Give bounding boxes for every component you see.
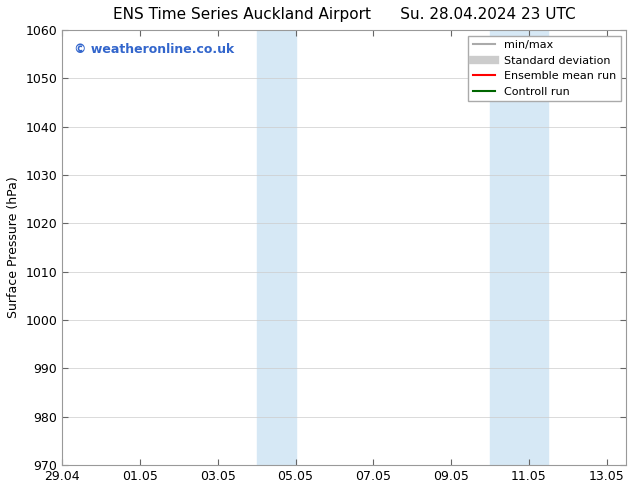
- Bar: [257, 30, 295, 465]
- Text: © weatheronline.co.uk: © weatheronline.co.uk: [74, 43, 234, 56]
- Bar: [490, 30, 548, 465]
- Y-axis label: Surface Pressure (hPa): Surface Pressure (hPa): [7, 177, 20, 318]
- Legend: min/max, Standard deviation, Ensemble mean run, Controll run: min/max, Standard deviation, Ensemble me…: [469, 36, 621, 101]
- Title: ENS Time Series Auckland Airport      Su. 28.04.2024 23 UTC: ENS Time Series Auckland Airport Su. 28.…: [113, 7, 576, 22]
